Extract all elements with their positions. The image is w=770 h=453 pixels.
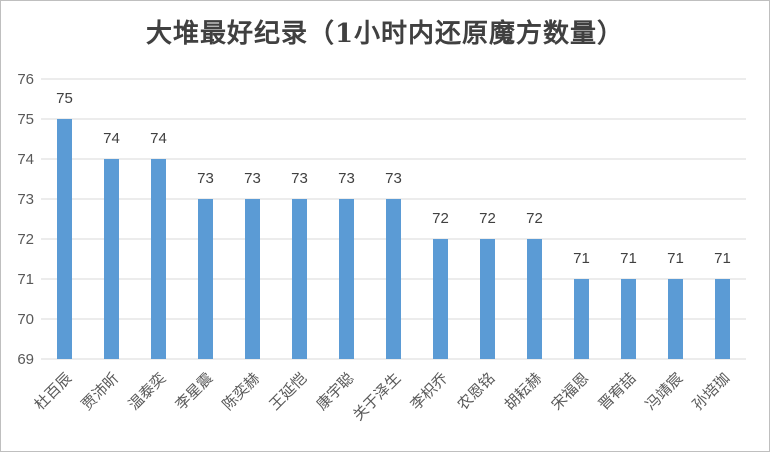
x-tick-label: 贾沛昕 — [78, 369, 123, 414]
bar — [574, 279, 589, 359]
bar — [57, 119, 72, 359]
bar — [198, 199, 213, 359]
x-tick-label: 杜百辰 — [31, 369, 76, 414]
x-tick-label: 李星震 — [172, 369, 217, 414]
bar — [245, 199, 260, 359]
data-label: 72 — [526, 210, 543, 227]
y-tick-label: 73 — [17, 191, 34, 208]
data-label: 73 — [338, 170, 355, 187]
data-label: 71 — [573, 250, 590, 267]
x-tick-label: 康宇聪 — [313, 369, 358, 414]
bar — [339, 199, 354, 359]
chart-title: 大堆最好纪录（1小时内还原魔方数量） — [145, 19, 625, 49]
x-tick-label: 宋福恩 — [548, 369, 593, 414]
data-label: 73 — [291, 170, 308, 187]
data-label: 73 — [197, 170, 214, 187]
data-label: 73 — [244, 170, 261, 187]
x-tick-label: 王延恺 — [266, 369, 311, 414]
x-tick-label: 胡耘赫 — [501, 369, 546, 414]
y-tick-label: 71 — [17, 271, 34, 288]
data-label: 71 — [667, 250, 684, 267]
bar — [621, 279, 636, 359]
x-tick-label: 关于泽生 — [349, 369, 404, 424]
data-label: 71 — [714, 250, 731, 267]
data-label: 71 — [620, 250, 637, 267]
bar — [480, 239, 495, 359]
x-tick-label: 温泰奕 — [125, 369, 170, 414]
bar — [715, 279, 730, 359]
data-label: 74 — [150, 130, 167, 147]
x-tick-label: 冯靖宸 — [642, 369, 687, 414]
bar — [386, 199, 401, 359]
bar — [433, 239, 448, 359]
y-tick-label: 70 — [17, 311, 34, 328]
data-label: 73 — [385, 170, 402, 187]
x-tick-label: 李枳乔 — [407, 369, 452, 414]
y-tick-label: 72 — [17, 231, 34, 248]
data-label: 75 — [56, 90, 73, 107]
x-tick-label: 农恩铭 — [454, 369, 499, 414]
bar — [292, 199, 307, 359]
data-label: 72 — [479, 210, 496, 227]
data-label: 74 — [103, 130, 120, 147]
y-tick-label: 74 — [17, 151, 34, 168]
bar — [151, 159, 166, 359]
y-tick-label: 75 — [17, 111, 34, 128]
bar — [104, 159, 119, 359]
x-tick-label: 孙培珈 — [689, 369, 734, 414]
x-tick-label: 晋宥喆 — [595, 369, 640, 414]
y-tick-label: 76 — [17, 71, 34, 88]
y-tick-label: 69 — [17, 351, 34, 368]
bar — [527, 239, 542, 359]
bar — [668, 279, 683, 359]
x-tick-label: 陈奕赫 — [219, 369, 264, 414]
data-label: 72 — [432, 210, 449, 227]
